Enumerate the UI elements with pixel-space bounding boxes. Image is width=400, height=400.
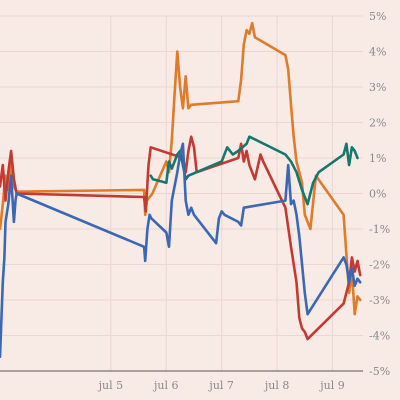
y-axis-labels: -5% -4% -3% -2% -1% 0% 1% 2% 3% 4% 5% [369, 10, 390, 378]
x-tick-label: jul 8 [263, 379, 290, 392]
series-line [0, 135, 362, 341]
y-tick-label: 2% [369, 117, 386, 130]
y-tick-label: -2% [369, 259, 390, 272]
series-line [149, 135, 359, 206]
series-line [0, 21, 362, 316]
x-tick-label: jul 9 [318, 379, 345, 392]
y-tick-label: 0% [369, 188, 386, 201]
y-tick-label: -4% [369, 330, 390, 343]
x-tick-label: jul 6 [152, 379, 179, 392]
x-tick-label: jul 7 [207, 379, 234, 392]
y-tick-label: 3% [369, 81, 386, 94]
y-tick-label: 1% [369, 152, 386, 165]
x-axis-labels: jul 5 jul 6 jul 7 jul 8 jul 9 [97, 379, 345, 392]
x-tick-label: jul 5 [97, 379, 124, 392]
y-tick-label: -1% [369, 223, 390, 236]
series-line [0, 142, 362, 359]
y-tick-label: 4% [369, 46, 386, 59]
y-tick-label: 5% [369, 10, 386, 23]
y-tick-label: -3% [369, 294, 390, 307]
series-lines [0, 21, 362, 359]
y-tick-label: -5% [369, 365, 390, 378]
